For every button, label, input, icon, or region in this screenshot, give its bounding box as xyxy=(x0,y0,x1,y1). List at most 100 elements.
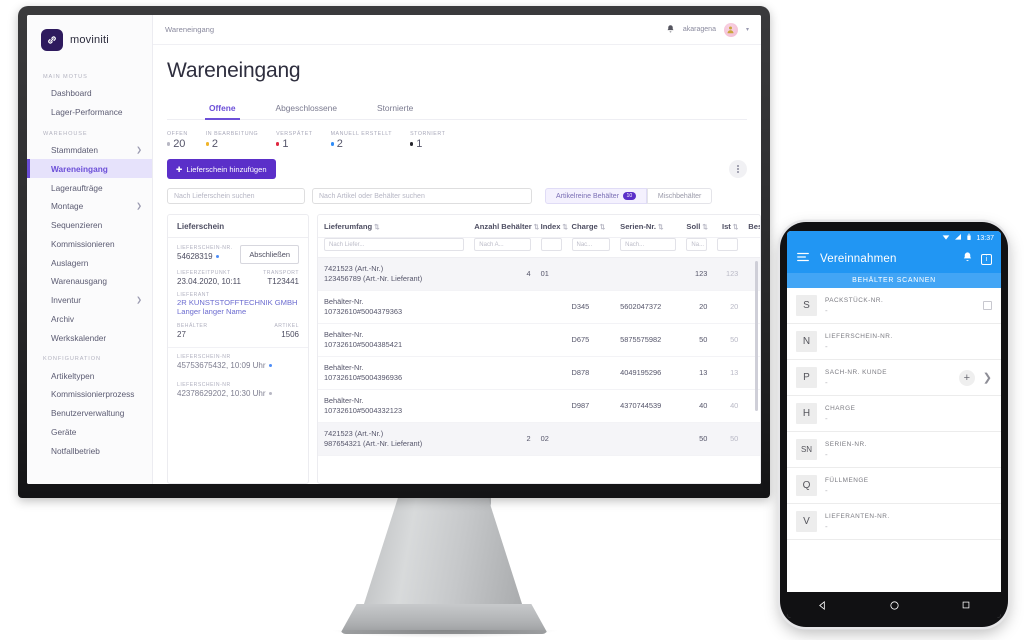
segment-artikelreine-beh-lter[interactable]: Artikelreine Behälter 10 xyxy=(545,188,647,204)
sidebar-item-wareneingang[interactable]: Wareneingang xyxy=(27,159,152,179)
table-row[interactable]: 7421523 (Art.-Nr.) 123456789 (Art.-Nr. Li… xyxy=(318,257,760,291)
table-header-ist[interactable]: Ist ⇅ xyxy=(711,215,743,238)
sidebar-item-archiv[interactable]: Archiv xyxy=(27,310,152,329)
phone-field-checkbox[interactable] xyxy=(983,301,992,310)
table-row[interactable]: Behälter-Nr. 10732610#5004379363 D345 56020… xyxy=(318,290,760,324)
phone-field-f-llmenge[interactable]: Q FÜLLMENGE - xyxy=(787,468,1001,504)
cell-soll: 50 xyxy=(680,323,712,357)
phone-field-sach-nr-kunde[interactable]: P SACH-NR. KUNDE - + ❯ xyxy=(787,360,1001,396)
sort-icon[interactable]: ⇅ xyxy=(732,224,739,231)
sidebar-item-kommissionieren[interactable]: Kommissionieren xyxy=(27,234,152,253)
phone-field-charge[interactable]: H CHARGE - xyxy=(787,396,1001,432)
sidebar-item-artikeltypen[interactable]: Artikeltypen xyxy=(27,366,152,385)
search-article-input[interactable]: Nach Artikel oder Behälter suchen xyxy=(312,188,532,204)
sidebar: moviniti MAIN MOTUS Dashboard Lager-Perfor… xyxy=(27,15,153,484)
table-header-serien-nr-[interactable]: Serien-Nr. ⇅ xyxy=(614,215,681,238)
monitor-screen: moviniti MAIN MOTUS Dashboard Lager-Perfor… xyxy=(27,15,761,484)
chevron-right-icon[interactable]: ❯ xyxy=(136,203,142,211)
sidebar-item-lager-performance[interactable]: Lager-Performance xyxy=(27,103,152,122)
sort-icon[interactable]: ⇅ xyxy=(702,224,708,231)
cell-lieferumfang: 7421523 (Art.-Nr.) 987654321 (Art.-Nr. Li… xyxy=(318,422,469,456)
sort-icon[interactable]: ⇅ xyxy=(658,224,664,231)
tab-abgeschlossene[interactable]: Abgeschlossene xyxy=(275,103,337,113)
sort-icon[interactable]: ⇅ xyxy=(533,224,540,231)
status-dot xyxy=(215,255,219,259)
sidebar-item-dashboard[interactable]: Dashboard xyxy=(27,84,152,103)
plus-icon[interactable]: + xyxy=(958,369,975,386)
segment-label: Mischbehälter xyxy=(657,192,702,200)
table-vertical-scrollbar[interactable] xyxy=(754,261,758,411)
lieferumfang-line-1: Behälter-Nr. xyxy=(324,395,364,405)
table-row[interactable]: Behälter-Nr. 10732610#5004332123 D987 43707… xyxy=(318,389,760,423)
chevron-down-icon[interactable]: ▾ xyxy=(745,27,749,33)
sidebar-item-warenausgang[interactable]: Warenausgang xyxy=(27,272,152,291)
sidebar-item-inventur[interactable]: Inventur ❯ xyxy=(27,291,152,310)
lieferumfang-line-1: Behälter-Nr. xyxy=(324,296,364,306)
abschliessen-button[interactable]: Abschließen xyxy=(240,245,299,264)
table-filter-input-soll[interactable]: Na... xyxy=(686,238,708,251)
bell-icon[interactable] xyxy=(962,250,973,268)
sidebar-item-werkskalender[interactable]: Werkskalender xyxy=(27,328,152,347)
sort-icon[interactable]: ⇅ xyxy=(599,224,606,231)
bell-icon[interactable] xyxy=(666,24,675,36)
chevron-right-icon[interactable]: ❯ xyxy=(136,146,142,154)
table-header-soll[interactable]: Soll ⇅ xyxy=(680,215,712,238)
avatar[interactable] xyxy=(723,22,738,37)
sidebar-item-label: Lageraufträge xyxy=(51,182,103,193)
sidebar-item-ger-te[interactable]: Geräte xyxy=(27,423,152,442)
recents-square-icon[interactable] xyxy=(961,600,971,610)
table-row[interactable]: Behälter-Nr. 10732610#5004396936 D878 40491… xyxy=(318,356,760,390)
sidebar-item-benutzerverwaltung[interactable]: Benutzerverwaltung xyxy=(27,404,152,423)
cell-anzahl-behaelter: 4 xyxy=(468,257,535,291)
sidebar-item-lagerauftr-ge[interactable]: Lageraufträge xyxy=(27,178,152,197)
table-header-lieferumfang[interactable]: Lieferumfang ⇅ xyxy=(318,215,469,238)
phone-field-lieferanten-nr-[interactable]: V LIEFERANTEN-NR. - xyxy=(787,504,1001,540)
table-row[interactable]: Behälter-Nr. 10732610#5004385421 D675 58755… xyxy=(318,323,760,357)
chevron-right-icon[interactable]: ❯ xyxy=(136,297,142,305)
lieferschein-nr-text: 54628319 xyxy=(177,252,213,261)
lieferant-value[interactable]: 2R KUNSTSTOFFTECHNIK GMBH Langer langer … xyxy=(177,298,298,317)
hamburger-menu-icon[interactable] xyxy=(796,250,810,268)
lieferschein-card-selected[interactable]: LIEFERSCHEIN-NR. 54628319 Abschließen LI… xyxy=(168,238,308,348)
tab-stornierte[interactable]: Stornierte xyxy=(377,103,414,113)
table-filter-input-index[interactable] xyxy=(540,238,562,251)
stat-value: 2 xyxy=(330,138,393,150)
tab-offene[interactable]: Offene xyxy=(205,97,240,120)
sort-icon[interactable]: ⇅ xyxy=(562,224,568,231)
sort-icon[interactable]: ⇅ xyxy=(374,224,380,231)
back-triangle-icon[interactable] xyxy=(817,600,828,611)
table-row[interactable]: 7421523 (Art.-Nr.) 987654321 (Art.-Nr. Li… xyxy=(318,422,760,456)
info-box-icon[interactable]: i xyxy=(981,253,992,265)
lieferschein-list-item[interactable]: LIEFERSCHEIN-NR 45753675432, 10:09 Uhr xyxy=(168,348,308,376)
sidebar-item-stammdaten[interactable]: Stammdaten ❯ xyxy=(27,141,152,160)
sidebar-item-sequenzieren[interactable]: Sequenzieren xyxy=(27,216,152,235)
table-filter-input-ist[interactable] xyxy=(717,238,739,251)
sidebar-item-auslagern[interactable]: Auslagern xyxy=(27,253,152,272)
lieferumfang-line-1: 7421523 (Art.-Nr.) xyxy=(324,428,384,438)
chevron-right-icon[interactable]: ❯ xyxy=(982,372,992,384)
lieferschein-nr-label: LIEFERSCHEIN-NR. xyxy=(177,245,233,251)
more-vertical-icon[interactable] xyxy=(729,160,747,178)
lieferschein-list-item[interactable]: LIEFERSCHEIN-NR 42378629202, 10:30 Uhr xyxy=(168,376,308,404)
table-header-index[interactable]: Index ⇅ xyxy=(534,215,568,238)
brand[interactable]: moviniti xyxy=(27,15,152,65)
table-filter-input-anzahl-beh-lter[interactable]: Nach A... xyxy=(474,238,531,251)
search-lieferschein-input[interactable]: Nach Lieferschein suchen xyxy=(167,188,305,204)
add-lieferschein-button[interactable]: ✚ Lieferschein hinzufügen xyxy=(167,159,276,179)
phone-field-serien-nr-[interactable]: SN SERIEN-NR. - xyxy=(787,432,1001,468)
phone-field-packst-ck-nr-[interactable]: S PACKSTÜCK-NR. - xyxy=(787,288,1001,324)
phone-field-lieferschein-nr-[interactable]: N LIEFERSCHEIN-NR. - xyxy=(787,324,1001,360)
table-filter-input-serien-nr-[interactable]: Nach... xyxy=(620,238,677,251)
table-header-anzahl-beh-lter[interactable]: Anzahl Behälter ⇅ xyxy=(468,215,539,238)
segment-mischbeh-lter[interactable]: Mischbehälter xyxy=(646,188,713,204)
table-filter-input-charge[interactable]: Nac... xyxy=(571,238,611,251)
sidebar-item-notfallbetrieb[interactable]: Notfallbetrieb xyxy=(27,441,152,460)
home-circle-icon[interactable] xyxy=(889,600,900,611)
table-filter-input-lieferumfang[interactable]: Nach Liefer... xyxy=(324,238,465,251)
table-header-charge[interactable]: Charge ⇅ xyxy=(565,215,615,238)
table-header-bes[interactable]: Bes xyxy=(742,215,760,238)
sidebar-item-kommissionierprozess[interactable]: Kommissionierprozess xyxy=(27,385,152,404)
lieferumfang-line-2: 123456789 (Art.-Nr. Lieferant) xyxy=(324,273,423,283)
lieferumfang-line-2: 10732610#5004379363 xyxy=(324,306,403,316)
sidebar-item-montage[interactable]: Montage ❯ xyxy=(27,197,152,216)
